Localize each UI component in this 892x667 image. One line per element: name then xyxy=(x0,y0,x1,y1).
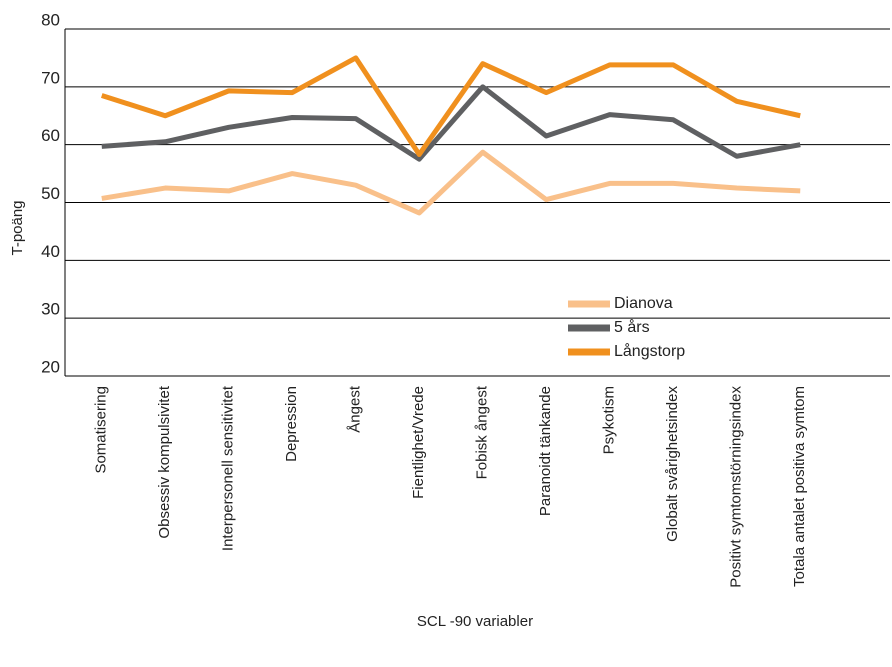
x-tick-label: Interpersonell sensitivitet xyxy=(220,385,237,551)
x-tick-label: Positivt symtomstörningsindex xyxy=(728,386,745,588)
y-axis-label: T-poäng xyxy=(9,200,26,255)
x-tick-label: Fientlighet/Vrede xyxy=(410,386,427,499)
x-tick-label: Totala antalet positiva symtom xyxy=(791,386,808,587)
y-tick-label: 60 xyxy=(41,126,60,145)
series-line xyxy=(101,149,801,216)
y-tick-label: 70 xyxy=(41,68,60,87)
x-tick-label: Somatisering xyxy=(93,386,110,474)
x-tick-label: Psykotism xyxy=(601,386,618,454)
x-tick-label: Ångest xyxy=(347,385,364,433)
series-line xyxy=(100,55,801,157)
x-tick-label: Depression xyxy=(283,386,300,462)
y-tick-label: 80 xyxy=(41,10,60,29)
x-tick-label: Fobisk ångest xyxy=(474,385,491,479)
y-tick-label: 30 xyxy=(41,300,60,319)
legend-label: 5 års xyxy=(614,318,650,336)
y-tick-label: 40 xyxy=(41,242,60,261)
x-tick-label: Paranoidt tänkande xyxy=(537,386,554,516)
x-tick-label: Globalt svårighetsindex xyxy=(664,386,681,542)
legend-label: Långstorp xyxy=(614,342,685,360)
y-tick-label: 50 xyxy=(41,184,60,203)
x-axis-label: SCL -90 variabler xyxy=(417,613,533,630)
y-tick-label: 20 xyxy=(41,357,60,376)
x-tick-label: Obsessiv kompulsivitet xyxy=(156,385,173,538)
series-line xyxy=(101,84,801,162)
legend-label: Dianova xyxy=(614,295,673,312)
